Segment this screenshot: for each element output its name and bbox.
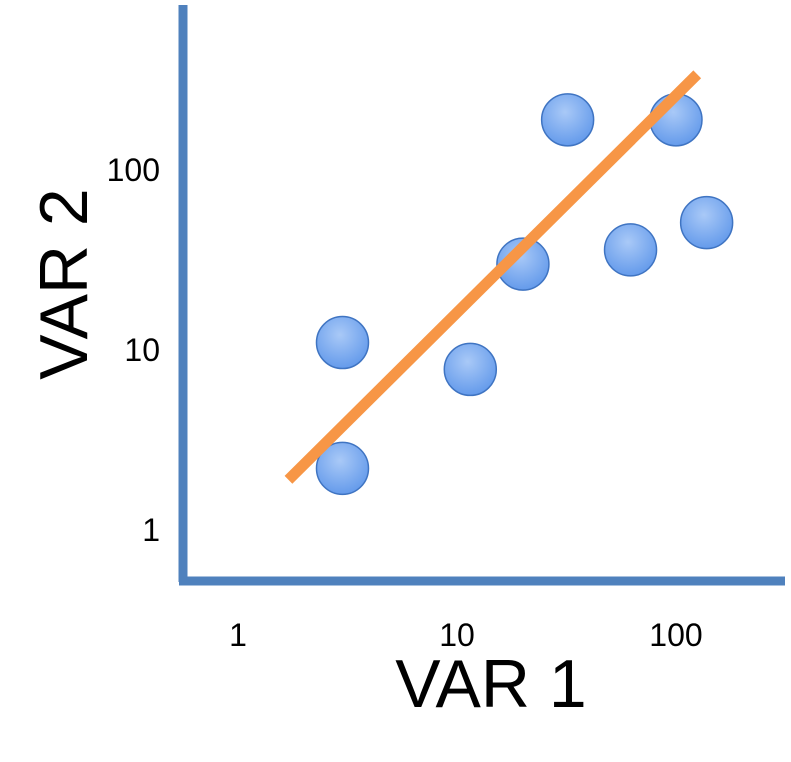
y-tick-label-100: 100	[107, 152, 160, 188]
data-point-6	[603, 223, 658, 277]
x-tick-label-10: 10	[439, 617, 475, 653]
x-tick-label-100: 100	[649, 617, 702, 653]
data-point-5	[540, 93, 595, 147]
x-axis-title: VAR 1	[395, 646, 586, 722]
x-tick-label-1: 1	[229, 617, 247, 653]
data-point-4	[496, 237, 550, 291]
y-tick-label-10: 10	[124, 332, 160, 368]
data-point-1	[315, 441, 370, 496]
y-tick-label-1: 1	[142, 512, 160, 548]
data-point-3	[443, 342, 498, 397]
y-tick-labels: 1 10 100	[107, 152, 160, 548]
trend-line	[284, 70, 702, 484]
data-point-8	[679, 195, 734, 250]
data-point-2	[315, 315, 370, 370]
x-tick-labels: 1 10 100	[229, 617, 703, 653]
y-axis-title: VAR 2	[26, 188, 102, 379]
points-layer	[315, 93, 734, 496]
